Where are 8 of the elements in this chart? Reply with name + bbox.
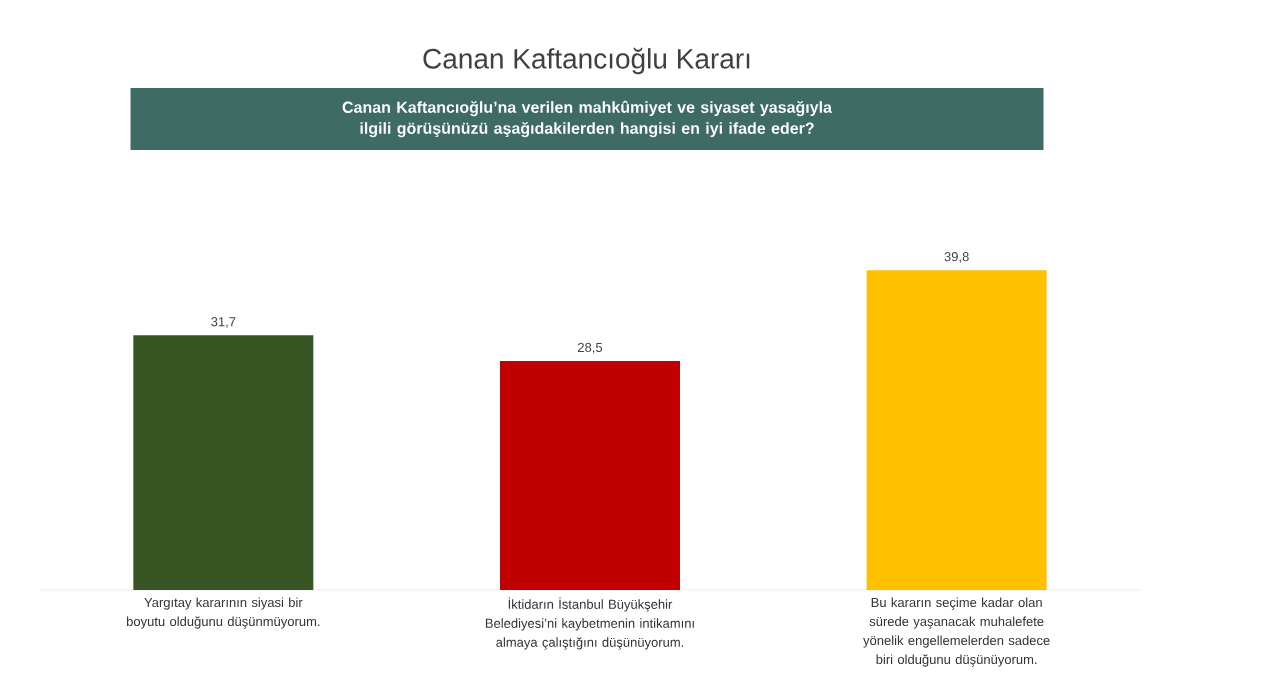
data-label: 31,7 bbox=[211, 317, 236, 328]
x-tick-label: İktidarın İstanbul Büyükşehir Belediyesi’ni kaybetmenin intikamını almaya çalıştığını düşünüyorum. bbox=[485, 597, 694, 650]
data-label: 39,8 bbox=[944, 252, 969, 263]
x-tick-label: Yargıtay kararının siyasi bir boyutu olduğunu düşünmüyorum. bbox=[126, 597, 320, 629]
x-tick-label: Bu kararın seçime kadar olan sürede yaşanacak muhalefete yönelik engellemelerden sadece biri olduğunu düşünüyorum. bbox=[863, 597, 1050, 667]
data-label: 28,5 bbox=[578, 342, 603, 354]
chart-subtitle: Canan Kaftancıoğlu’na verilen mahkûmiyet ve siyaset yasağıyla ilgili görüşünüzü aşağıdakilerden hangisi en iyi ifade eder? bbox=[342, 100, 833, 138]
chart-title: Canan Kaftancıoğlu Kararı bbox=[423, 47, 750, 75]
